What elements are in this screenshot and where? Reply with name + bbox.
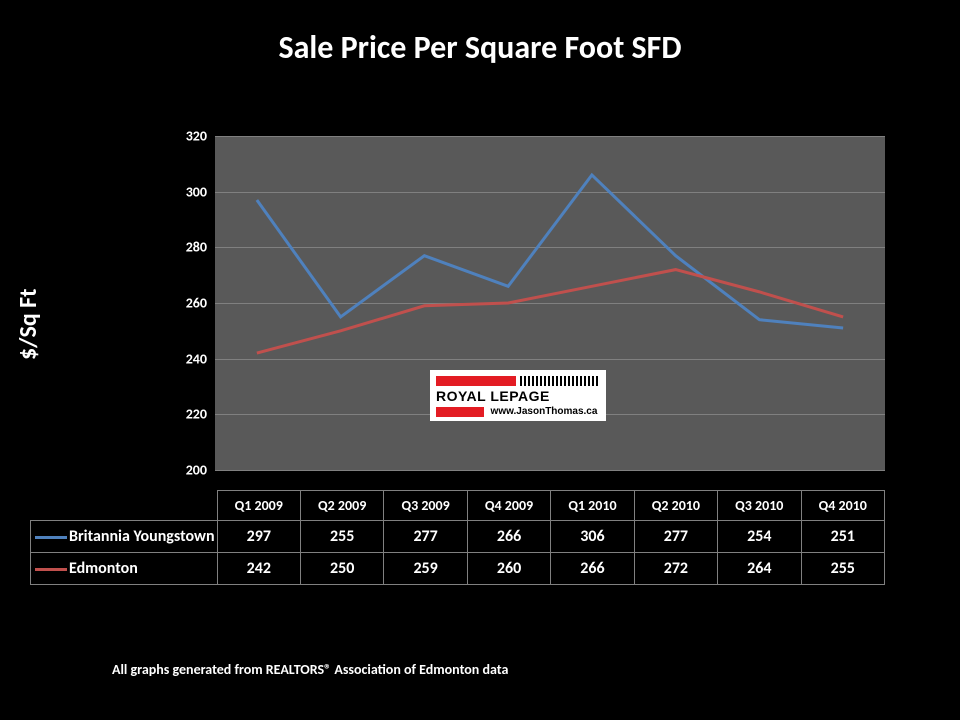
table-column-header: Q3 2010 <box>718 491 801 521</box>
table-cell: 306 <box>551 521 634 553</box>
table-column-header: Q3 2009 <box>384 491 467 521</box>
legend-swatch <box>35 568 67 571</box>
y-axis-label: $/Sq Ft <box>14 289 43 360</box>
table-cell: 277 <box>384 521 467 553</box>
table-cell: 266 <box>467 521 550 553</box>
series-line <box>257 270 843 354</box>
table-cell: 260 <box>467 553 550 585</box>
table-cell: 277 <box>634 521 717 553</box>
table-column-header: Q4 2009 <box>467 491 550 521</box>
ytick-label: 200 <box>186 462 207 479</box>
table-column-header: Q2 2009 <box>300 491 383 521</box>
chart-footnote: All graphs generated from REALTORS® Asso… <box>112 661 508 678</box>
table-cell: 272 <box>634 553 717 585</box>
table-cell: 259 <box>384 553 467 585</box>
ytick-label: 220 <box>186 406 207 423</box>
table-cell: 251 <box>801 521 885 553</box>
table-cell: 250 <box>300 553 383 585</box>
table-cell: 297 <box>217 521 300 553</box>
logo-brand-text: ROYAL LEPAGE <box>436 388 600 404</box>
data-table: Q1 2009Q2 2009Q3 2009Q4 2009Q1 2010Q2 20… <box>30 490 885 585</box>
table-cell: 266 <box>551 553 634 585</box>
table-column-header: Q2 2010 <box>634 491 717 521</box>
chart-title: Sale Price Per Square Foot SFD <box>0 0 960 77</box>
table-cell: 264 <box>718 553 801 585</box>
ytick-label: 260 <box>186 295 207 312</box>
table-column-header: Q1 2010 <box>551 491 634 521</box>
table-column-header: Q4 2010 <box>801 491 885 521</box>
series-name-cell: Britannia Youngstown <box>31 521 218 553</box>
royal-lepage-logo: ROYAL LEPAGE www.JasonThomas.ca <box>430 370 606 421</box>
table-cell: 242 <box>217 553 300 585</box>
series-line <box>257 175 843 328</box>
ytick-label: 280 <box>186 239 207 256</box>
table-cell: 255 <box>801 553 885 585</box>
series-name-cell: Edmonton <box>31 553 218 585</box>
series-name-label: Britannia Youngstown <box>69 527 215 546</box>
table-blank-header <box>31 491 218 521</box>
table-cell: 255 <box>300 521 383 553</box>
table-cell: 254 <box>718 521 801 553</box>
ytick-label: 320 <box>186 128 207 145</box>
ytick-label: 240 <box>186 350 207 367</box>
ytick-label: 300 <box>186 183 207 200</box>
table-column-header: Q1 2009 <box>217 491 300 521</box>
series-name-label: Edmonton <box>69 559 138 578</box>
legend-swatch <box>35 536 67 539</box>
table-row: Britannia Youngstown29725527726630627725… <box>31 521 885 553</box>
table-row: Edmonton 242250259260266272264255 <box>31 553 885 585</box>
logo-url: www.JasonThomas.ca <box>488 406 600 417</box>
grid-line <box>215 470 885 471</box>
